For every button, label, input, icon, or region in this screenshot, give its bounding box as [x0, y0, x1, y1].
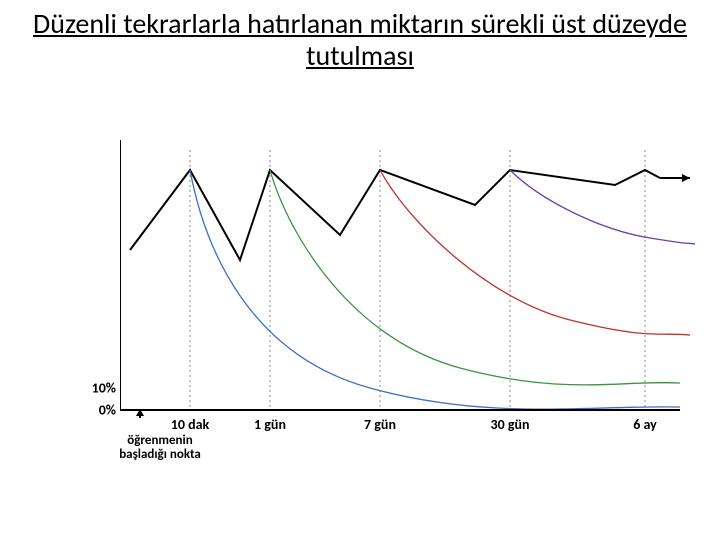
x-tick-label: 30 gün: [490, 410, 529, 433]
gridlines: [190, 150, 645, 410]
curves: [130, 170, 695, 409]
y-tick-label: 10%: [92, 380, 120, 397]
y-tick-label: 0%: [99, 402, 120, 419]
curve-decay-4: [510, 170, 695, 244]
curve-review-peaks: [130, 170, 660, 260]
chart-svg: [120, 130, 700, 430]
curve-decay-1: [190, 170, 680, 409]
x-tick-label: 1 gün: [254, 410, 286, 433]
forgetting-curve-chart: 10%0% 10 daköğrenmeninbaşladığı nokta1 g…: [120, 130, 680, 470]
top-arrow: [660, 174, 690, 182]
page-title: Düzenli tekrarlarla hatırlanan miktarın …: [10, 8, 710, 72]
curve-decay-2: [270, 170, 680, 385]
x-tick-label: 7 gün: [364, 410, 396, 433]
x-tick-label: 6 ay: [633, 410, 657, 433]
x-tick-sublabel: öğrenmeninbaşladığı nokta: [119, 410, 201, 461]
curve-decay-3: [380, 170, 690, 335]
